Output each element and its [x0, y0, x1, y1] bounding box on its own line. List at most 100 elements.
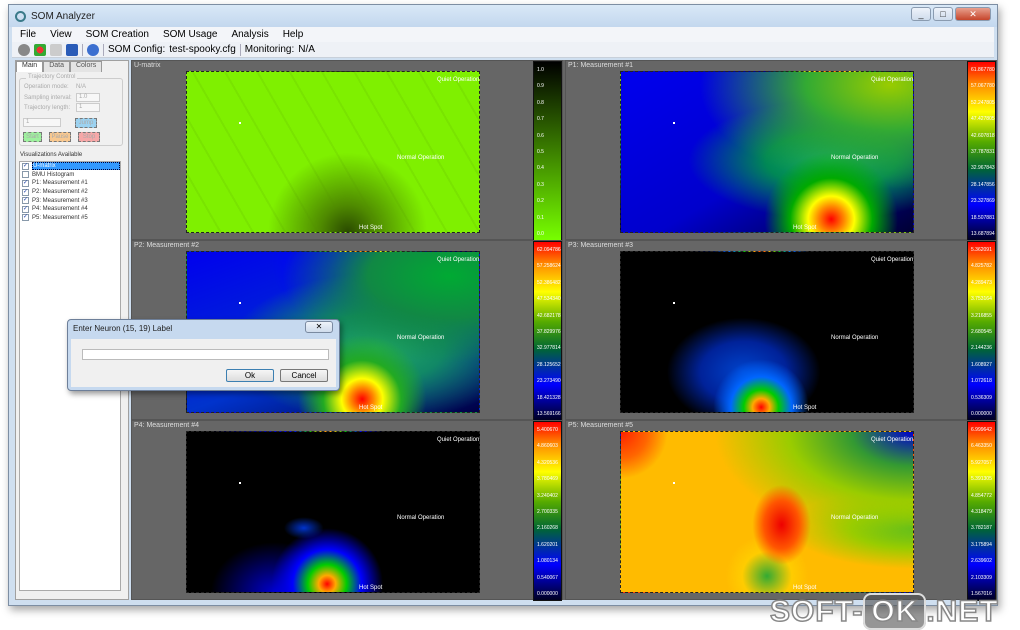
- color-scale-tick: 6.463350: [971, 443, 992, 450]
- visualization-panel: P4: Measurement #4 Quiet Operation Norma…: [131, 420, 563, 601]
- window-title: SOM Analyzer: [31, 10, 95, 22]
- jump-button[interactable]: Jump: [75, 118, 97, 128]
- vis-list-item[interactable]: BMU Histogram: [20, 171, 120, 180]
- som-map[interactable]: Quiet Operation Normal Operation Hot Spo…: [186, 431, 480, 593]
- start-button[interactable]: Start: [23, 132, 42, 142]
- color-scale-tick: 42.607818: [971, 132, 995, 139]
- color-scale-tick: 5.400670: [537, 427, 558, 433]
- checkbox[interactable]: [22, 171, 29, 179]
- maximize-button[interactable]: □: [933, 7, 953, 21]
- tab-data[interactable]: Data: [43, 61, 70, 72]
- menu-som-usage[interactable]: SOM Usage: [162, 29, 218, 40]
- title-bar: SOM Analyzer _ □ ✕: [9, 5, 997, 27]
- color-scale-tick: 37.787831: [971, 149, 995, 155]
- save-icon[interactable]: [66, 43, 78, 56]
- cancel-button[interactable]: Cancel: [280, 369, 328, 382]
- operation-mode-value: N/A: [76, 84, 87, 90]
- som-map[interactable]: Quiet Operation Normal Operation Hot Spo…: [620, 71, 914, 233]
- menu-analysis[interactable]: Analysis: [231, 29, 269, 40]
- color-scale-tick: 0.4: [537, 165, 544, 172]
- menu-help[interactable]: Help: [282, 29, 304, 40]
- color-scale-tick: 52.386482: [537, 279, 561, 286]
- label-normal-operation: Normal Operation: [397, 515, 445, 521]
- help-icon[interactable]: [87, 43, 99, 56]
- color-scale-tick: 5.391305: [971, 476, 992, 483]
- label-normal-operation: Normal Operation: [397, 155, 445, 161]
- stop-button[interactable]: Stop: [78, 132, 100, 142]
- trajectory-length-label: Trajectory length:: [24, 105, 71, 111]
- gear-icon[interactable]: [18, 43, 30, 56]
- menu-bar: File View SOM Creation SOM Usage Analysis Hel…: [12, 27, 994, 42]
- jump-neuron-input[interactable]: 1: [23, 118, 61, 127]
- tab-main[interactable]: Main: [16, 61, 44, 72]
- menu-som-creation[interactable]: SOM Creation: [85, 29, 149, 40]
- color-scale-tick: 37.829976: [537, 329, 561, 335]
- color-scale-tick: 2.700335: [537, 509, 558, 515]
- checkbox[interactable]: ✓: [22, 188, 29, 196]
- vis-list-item[interactable]: ✓ U-matrix: [20, 162, 120, 171]
- color-scale-tick: 4.318479: [971, 509, 992, 515]
- color-scale-tick: 0.7: [537, 116, 544, 123]
- trajectory-control-title: Trajectory Control: [26, 74, 78, 80]
- color-scale-tick: 0.9: [537, 83, 544, 90]
- color-scale-tick: 4.860603: [537, 443, 558, 450]
- delete-icon[interactable]: [34, 43, 46, 56]
- label-quiet-operation: Quiet Operation: [437, 257, 480, 263]
- color-scale-tick: 4.854772: [971, 492, 992, 499]
- trajectory-length-input[interactable]: 1: [76, 103, 100, 112]
- label-hot-spot: Hot Spot: [793, 585, 817, 591]
- label-normal-operation: Normal Operation: [397, 335, 445, 341]
- color-scale-tick: 0.000000: [537, 591, 558, 597]
- close-button[interactable]: ✕: [955, 7, 991, 21]
- color-scale-tick: 18.421328: [537, 394, 561, 401]
- checkbox[interactable]: ✓: [22, 214, 29, 222]
- label-quiet-operation: Quiet Operation: [871, 257, 914, 263]
- ok-button[interactable]: Ok: [226, 369, 274, 382]
- vis-list-item[interactable]: ✓ P5: Measurement #5: [20, 214, 120, 223]
- monitoring-label: Monitoring:: [244, 44, 295, 55]
- dialog-close-button[interactable]: ✕: [305, 321, 333, 333]
- color-scale-tick: 13.687894: [971, 231, 995, 237]
- color-scale-tick: 62.094786: [537, 247, 561, 253]
- som-map[interactable]: Quiet Operation Normal Operation Hot Spo…: [620, 431, 914, 593]
- label-normal-operation: Normal Operation: [831, 515, 879, 521]
- vis-item-label: U-matrix: [32, 162, 120, 171]
- color-scale: 62.094786 57.258624 52.386482 47.534340 42.6…: [533, 241, 562, 421]
- color-scale-tick: 57.258624: [537, 263, 561, 270]
- separator: [82, 43, 83, 56]
- color-scale-tick: 47.427805: [971, 116, 995, 123]
- color-scale: 61.867780 57.067780 52.247805 47.427805 42.6…: [967, 61, 996, 241]
- trajectory-control-group: Trajectory Control Operation mode: N/A S…: [19, 74, 123, 146]
- checkbox[interactable]: ✓: [22, 179, 29, 187]
- sampling-interval-input[interactable]: 1.0: [76, 93, 100, 102]
- neuron-label-input[interactable]: [82, 349, 329, 360]
- checkbox[interactable]: ✓: [22, 205, 29, 213]
- separator: [103, 43, 104, 56]
- visualization-panel: P3: Measurement #3 Quiet Operation Norma…: [565, 240, 997, 421]
- watermark-logo: SOFT- OK .NET: [769, 593, 999, 630]
- color-scale-tick: 0.540067: [537, 574, 558, 581]
- checkbox[interactable]: ✓: [22, 197, 29, 205]
- menu-view[interactable]: View: [50, 29, 72, 40]
- minimize-button[interactable]: _: [911, 7, 931, 21]
- vis-list-item[interactable]: ✓ P4: Measurement #4: [20, 205, 120, 214]
- pause-button[interactable]: Pause: [49, 132, 71, 142]
- som-map[interactable]: Quiet Operation Normal Operation Hot Spo…: [186, 71, 480, 233]
- neuron-marker: [673, 122, 675, 124]
- vis-list-item[interactable]: ✓ P1: Measurement #1: [20, 179, 120, 188]
- color-scale-tick: 2.680545: [971, 329, 992, 335]
- vis-list-item[interactable]: ✓ P2: Measurement #2: [20, 188, 120, 197]
- som-map[interactable]: Quiet Operation Normal Operation Hot Spo…: [620, 251, 914, 413]
- tab-colors[interactable]: Colors: [69, 61, 103, 72]
- color-scale-tick: 6.999642: [971, 427, 992, 433]
- vis-item-label: P1: Measurement #1: [32, 180, 88, 187]
- checkbox[interactable]: ✓: [22, 162, 29, 170]
- open-folder-icon[interactable]: [50, 43, 62, 56]
- panel-title: P4: Measurement #4: [134, 422, 199, 429]
- vis-list-item[interactable]: ✓ P3: Measurement #3: [20, 196, 120, 205]
- visualizations-title: Visualizations Available: [20, 152, 83, 158]
- color-scale-tick: 4.289473: [971, 279, 992, 286]
- color-scale-tick: 52.247805: [971, 99, 995, 106]
- menu-file[interactable]: File: [20, 29, 37, 40]
- vis-item-label: P2: Measurement #2: [32, 189, 88, 196]
